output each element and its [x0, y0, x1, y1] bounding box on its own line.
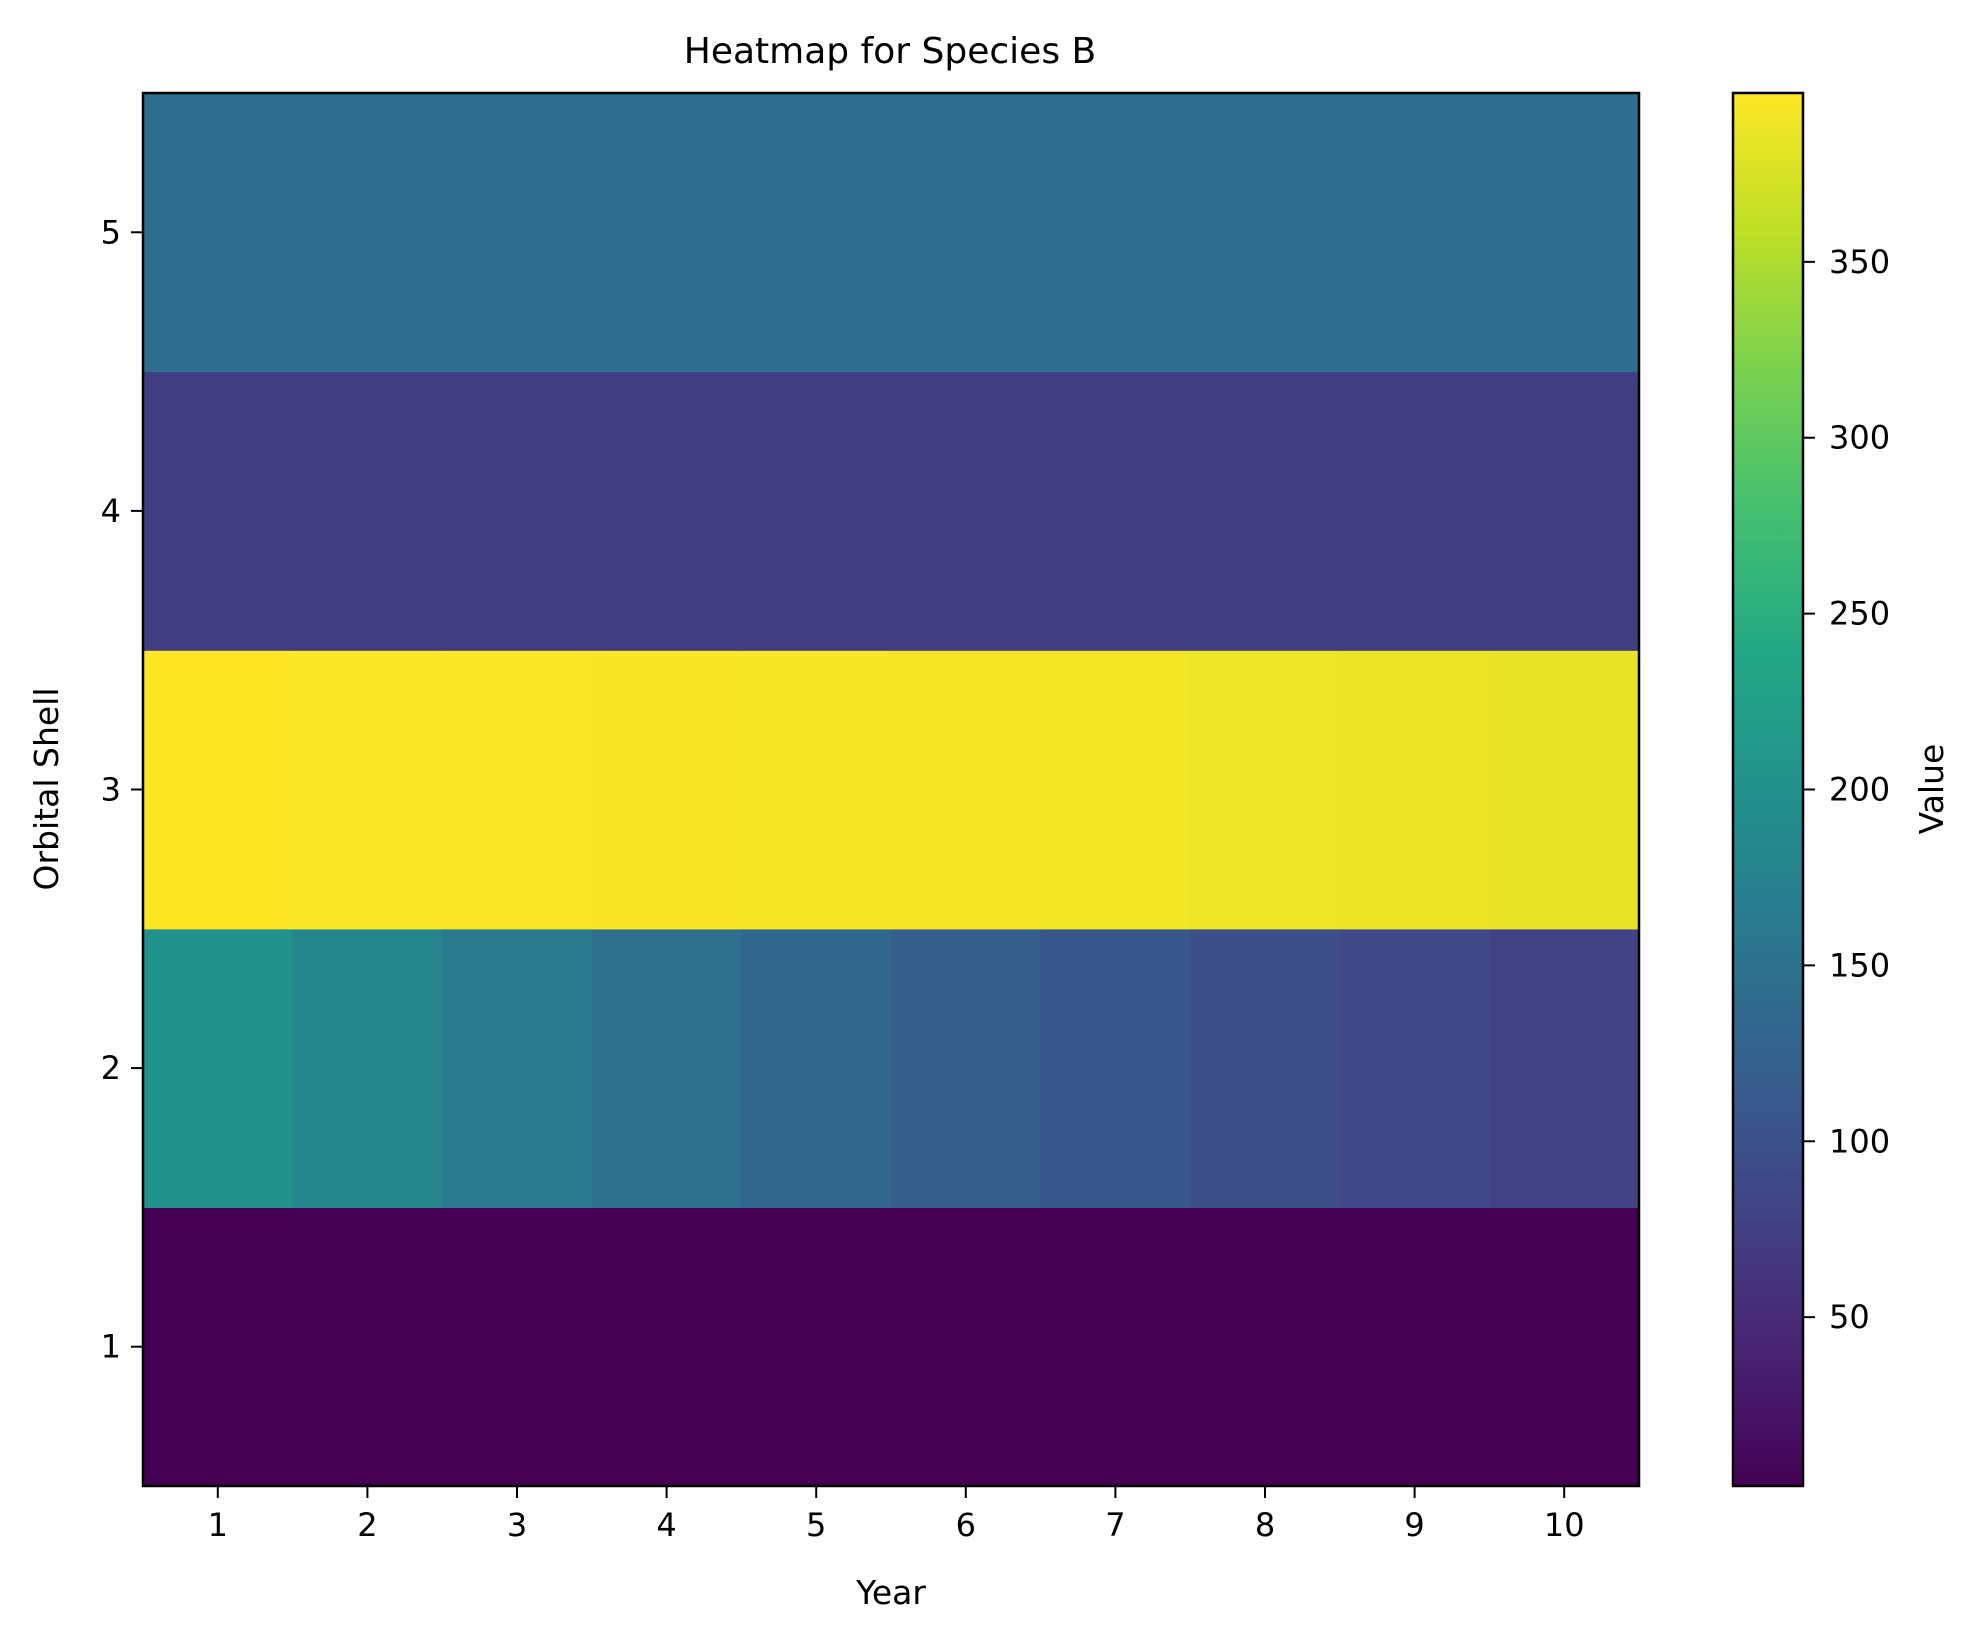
heatmap-cell	[442, 93, 593, 373]
heatmap-cell	[741, 1207, 892, 1487]
heatmap-cells	[143, 93, 1640, 1487]
heatmap-cell	[741, 371, 892, 651]
heatmap-cell	[1040, 371, 1191, 651]
heatmap-cell	[891, 650, 1042, 930]
colorbar-tick-label: 250	[1829, 595, 1890, 633]
x-tick-label: 10	[1544, 1506, 1585, 1544]
heatmap-cell	[143, 1207, 294, 1487]
heatmap-cell	[1339, 650, 1490, 930]
heatmap-cell	[591, 928, 742, 1208]
colorbar-label: Value	[1912, 744, 1951, 835]
x-tick-label: 8	[1255, 1506, 1275, 1544]
x-tick-label: 5	[806, 1506, 826, 1544]
heatmap-cell	[591, 650, 742, 930]
heatmap-cell	[1489, 650, 1640, 930]
y-tick-label: 5	[101, 213, 121, 251]
y-tick-label: 4	[101, 492, 121, 530]
heatmap-cell	[1190, 93, 1341, 373]
x-axis-ticks: 1 2 3 4 5 6 7 8 9 10	[208, 1486, 1585, 1544]
x-tick-label: 2	[357, 1506, 377, 1544]
heatmap-cell	[1040, 1207, 1191, 1487]
heatmap-cell	[1339, 1207, 1490, 1487]
x-tick-label: 9	[1404, 1506, 1424, 1544]
colorbar-tick-label: 350	[1829, 243, 1890, 281]
colorbar-tick-label: 100	[1829, 1122, 1890, 1160]
heatmap-cell	[442, 1207, 593, 1487]
heatmap-cell	[891, 928, 1042, 1208]
y-tick-label: 1	[101, 1328, 121, 1366]
heatmap-cell	[1339, 928, 1490, 1208]
heatmap-cell	[741, 93, 892, 373]
colorbar	[1731, 91, 1805, 1488]
heatmap-cell	[1040, 650, 1191, 930]
colorbar-tick-label: 300	[1829, 419, 1890, 457]
y-axis-ticks: 1 2 3 4 5	[101, 213, 143, 1366]
x-tick-label: 1	[208, 1506, 228, 1544]
heatmap-cell	[1489, 371, 1640, 651]
x-axis-label: Year	[855, 1573, 926, 1612]
heatmap-cell	[891, 93, 1042, 373]
heatmap-cell	[1339, 371, 1490, 651]
heatmap-cell	[292, 928, 443, 1208]
heatmap-cell	[143, 928, 294, 1208]
heatmap-cell	[1190, 1207, 1341, 1487]
colorbar-tick-label: 50	[1829, 1298, 1870, 1336]
heatmap-cell	[292, 93, 443, 373]
heatmap-cell	[891, 371, 1042, 651]
heatmap-cell	[1190, 928, 1341, 1208]
heatmap-cell	[143, 650, 294, 930]
heatmap-cell	[442, 650, 593, 930]
heatmap-cell	[1190, 650, 1341, 930]
heatmap-cell	[1489, 93, 1640, 373]
heatmap-cell	[891, 1207, 1042, 1487]
heatmap-cell	[292, 1207, 443, 1487]
heatmap-cell	[741, 650, 892, 930]
x-tick-label: 3	[507, 1506, 527, 1544]
heatmap-cell	[442, 928, 593, 1208]
heatmap-cell	[1489, 928, 1640, 1208]
heatmap-cell	[741, 928, 892, 1208]
x-tick-label: 7	[1105, 1506, 1125, 1544]
colorbar-tick-label: 150	[1829, 946, 1890, 984]
x-tick-label: 4	[656, 1506, 676, 1544]
heatmap-cell	[1040, 93, 1191, 373]
heatmap-cell	[442, 371, 593, 651]
heatmap-cell	[1190, 371, 1341, 651]
y-axis-label: Orbital Shell	[27, 688, 66, 891]
y-tick-label: 2	[101, 1049, 121, 1087]
heatmap-cell	[1040, 928, 1191, 1208]
chart-title: Heatmap for Species B	[684, 31, 1096, 72]
heatmap-cell	[1339, 93, 1490, 373]
colorbar-ticks: 50 100 150 200 250 300 350	[1803, 243, 1890, 1336]
heatmap-cell	[292, 650, 443, 930]
heatmap-cell	[1489, 1207, 1640, 1487]
heatmap-cell	[292, 371, 443, 651]
colorbar-tick-label: 200	[1829, 771, 1890, 809]
heatmap-cell	[143, 93, 294, 373]
y-tick-label: 3	[101, 771, 121, 809]
heatmap-cell	[591, 371, 742, 651]
x-tick-label: 6	[956, 1506, 976, 1544]
heatmap-cell	[143, 371, 294, 651]
heatmap-cell	[591, 1207, 742, 1487]
heatmap-cell	[591, 93, 742, 373]
